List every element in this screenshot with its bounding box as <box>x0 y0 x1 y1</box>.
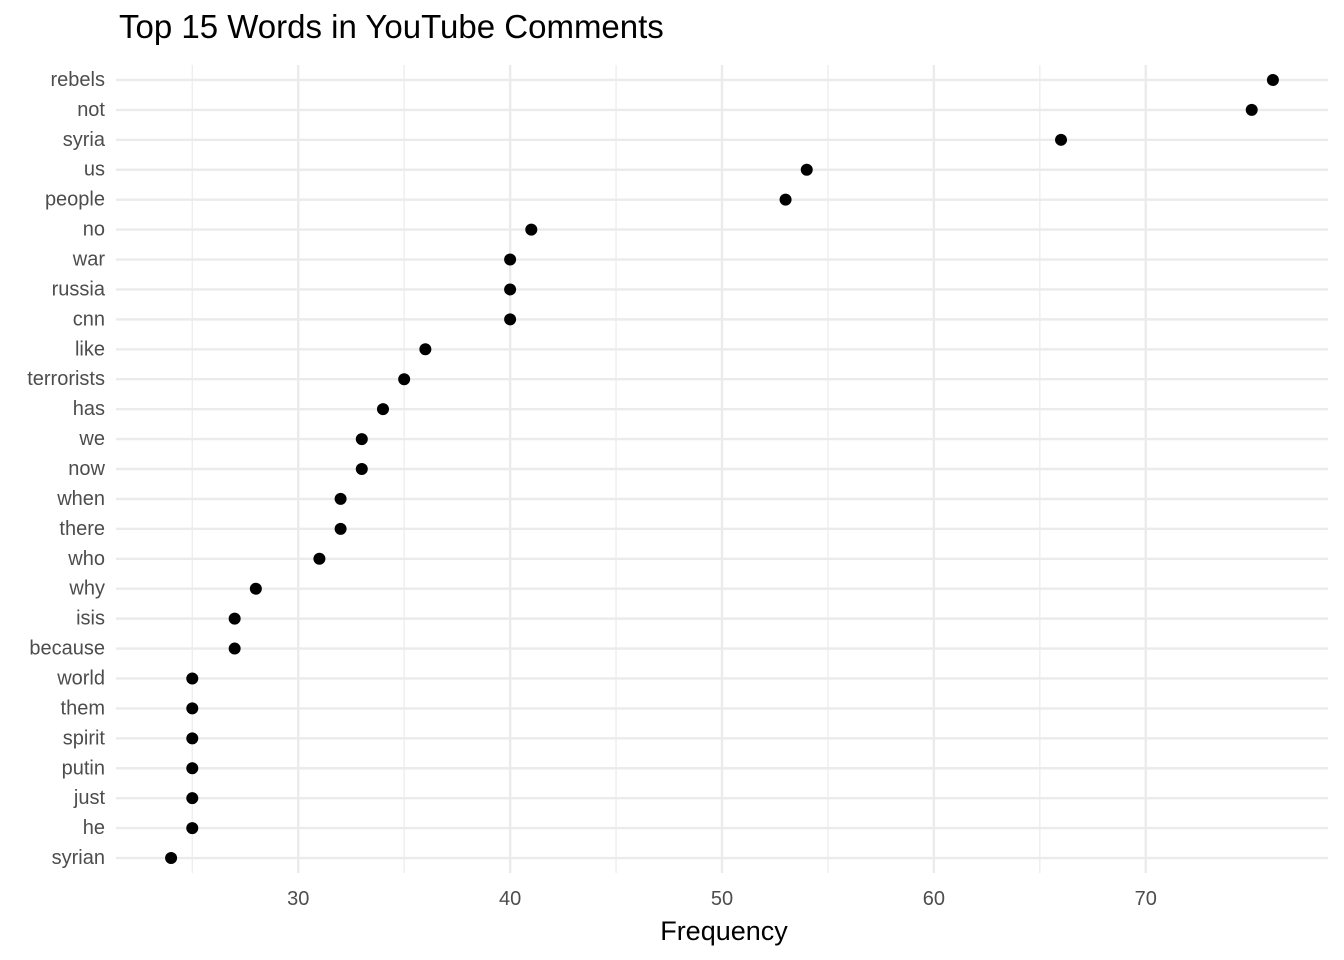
data-point-he <box>186 822 199 835</box>
data-point-syrian <box>165 852 178 865</box>
data-point-because <box>228 642 241 655</box>
y-tick-label: there <box>59 518 105 540</box>
y-tick-label: people <box>45 189 105 211</box>
y-tick-label: no <box>83 219 105 241</box>
data-point-just <box>186 792 199 805</box>
chart-title: Top 15 Words in YouTube Comments <box>119 8 664 45</box>
y-tick-label: syrian <box>52 847 105 869</box>
y-tick-label: isis <box>76 608 105 630</box>
y-tick-label: because <box>29 638 105 660</box>
data-point-who <box>313 552 326 565</box>
data-point-war <box>504 253 517 266</box>
x-axis-tick-labels: 30 40 50 60 70 <box>287 888 1157 910</box>
data-points <box>165 73 1279 865</box>
data-point-putin <box>186 762 199 775</box>
x-tick-label: 60 <box>923 888 945 910</box>
data-point-syria <box>1055 133 1068 146</box>
y-tick-label: he <box>83 817 105 839</box>
y-tick-label: terrorists <box>27 368 105 390</box>
data-point-cnn <box>504 313 517 326</box>
y-tick-label: we <box>78 428 105 450</box>
data-point-terrorists <box>398 373 411 386</box>
y-tick-label: who <box>67 548 105 570</box>
data-point-world <box>186 672 199 685</box>
y-tick-label: why <box>68 578 105 600</box>
y-tick-label: us <box>84 159 105 181</box>
data-point-people <box>779 193 792 206</box>
x-tick-label: 50 <box>711 888 733 910</box>
data-point-when <box>334 492 347 505</box>
data-point-isis <box>228 612 241 625</box>
y-tick-label: when <box>56 488 105 510</box>
data-point-us <box>800 163 813 176</box>
data-point-not <box>1245 103 1258 116</box>
y-tick-label: syria <box>63 129 106 151</box>
data-point-why <box>249 582 262 595</box>
y-tick-label: now <box>68 458 105 480</box>
x-tick-label: 40 <box>499 888 521 910</box>
data-point-has <box>376 403 389 416</box>
y-tick-label: cnn <box>73 308 105 330</box>
y-tick-label: just <box>73 787 106 809</box>
data-point-spirit <box>186 732 199 745</box>
y-tick-label: rebels <box>51 69 105 91</box>
data-point-russia <box>504 283 517 296</box>
data-point-them <box>186 702 199 715</box>
data-point-we <box>355 433 368 446</box>
y-tick-label: like <box>75 338 105 360</box>
y-tick-label: spirit <box>63 727 106 749</box>
y-tick-label: world <box>56 667 105 689</box>
y-tick-label: putin <box>62 757 105 779</box>
y-axis-tick-labels: rebels not syria us people no war russia cnn like… <box>27 69 106 869</box>
grid-lines <box>116 65 1328 873</box>
y-tick-label: them <box>61 697 105 719</box>
x-tick-label: 70 <box>1135 888 1157 910</box>
y-tick-label: russia <box>52 278 106 300</box>
y-tick-label: not <box>77 99 105 121</box>
data-point-there <box>334 522 347 535</box>
data-point-no <box>525 223 538 236</box>
y-tick-label: war <box>72 249 106 271</box>
data-point-like <box>419 343 432 356</box>
data-point-rebels <box>1266 73 1279 86</box>
x-tick-label: 30 <box>287 888 309 910</box>
x-axis-title: Frequency <box>660 916 788 946</box>
y-tick-label: has <box>73 398 105 420</box>
data-point-now <box>355 463 368 475</box>
